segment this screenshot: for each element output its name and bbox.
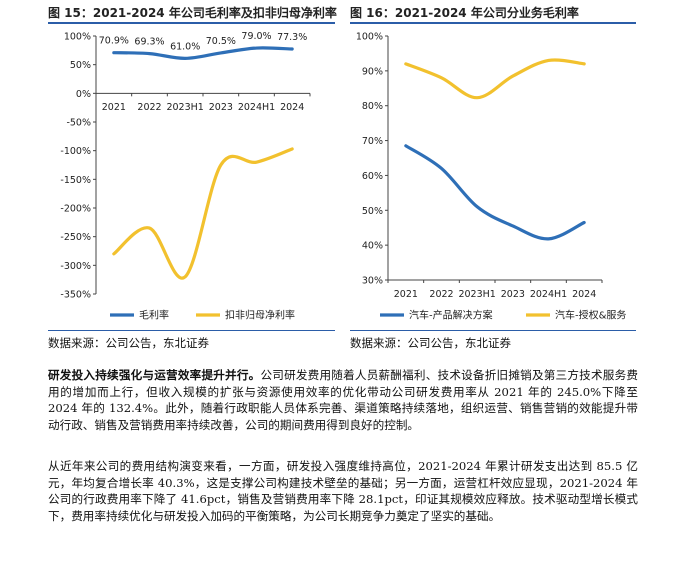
chart1-legend-label-1: 毛利率 (139, 309, 169, 322)
chart1-y-tick-label: -300% (60, 261, 91, 272)
paragraph-cost-structure: 从近年来公司的费用结构演变来看，一方面，研发投入强度维持高位，2021-2024… (48, 459, 638, 523)
figure2-title: 图 16：2021-2024 年公司分业务毛利率 (350, 6, 579, 20)
chart1-y-tick-label: -350% (60, 290, 91, 301)
chart1-x-tick-label: 2022 (137, 102, 161, 113)
chart1-margin-lines: 100% 50% 0% -50% -100% -150% -200% -250% -300% -3… (60, 31, 311, 322)
paragraph-lead: 研发投入持续强化与运营效率提升并行。 (48, 368, 261, 382)
chart1-y-tick-label: 50% (70, 60, 91, 71)
figure2-bottom-rule (350, 330, 636, 331)
chart1-y-tick-label: -100% (60, 146, 91, 157)
chart2-y-tick-label: 50% (362, 206, 383, 217)
chart1-data-label: 69.3% (134, 37, 164, 48)
chart2-segment-margins: 100% 90% 80% 70% 60% 50% 40% 30% 2021 2022 2023H1 2… (356, 32, 627, 322)
chart1-y-tick-label: -200% (60, 204, 91, 215)
figure1-title-rule (48, 22, 335, 24)
chart2-y-tick-label: 70% (362, 136, 383, 147)
chart1-y-tick-label: 0% (76, 89, 91, 100)
chart2-x-tick-label: 2023H1 (458, 289, 495, 300)
chart1-y-tick-label: 100% (64, 32, 91, 43)
chart2-y-tick-label: 60% (362, 171, 383, 182)
chart2-series-line-2 (404, 58, 586, 100)
chart1-x-tick-label: 2024H1 (238, 102, 275, 113)
figure2-title-rule (350, 22, 636, 24)
chart1-data-label: 79.0% (241, 31, 271, 42)
chart1-x-tick-label: 2021 (102, 102, 126, 113)
chart2-x-tick-label: 2023 (501, 289, 525, 300)
chart2-y-tick-label: 100% (356, 32, 383, 43)
chart1-data-label: 61.0% (170, 41, 200, 52)
chart2-legend-label-1: 汽车-产品解决方案 (409, 309, 493, 322)
chart2-legend-label-2: 汽车-授权&服务 (555, 309, 626, 322)
figure1-bottom-rule (48, 330, 335, 331)
chart1-series-line-2 (112, 147, 294, 280)
chart2-y-tick-label: 40% (362, 241, 383, 252)
chart1-y-tick-label: -150% (60, 175, 91, 186)
chart1-x-tick-label: 2023H1 (166, 102, 203, 113)
chart1-x-tick-label: 2024 (280, 102, 304, 113)
chart1-y-tick-label: -250% (60, 232, 91, 243)
chart1-x-tick-label: 2023 (209, 102, 233, 113)
figure1-title: 图 15：2021-2024 年公司毛利率及扣非归母净利率 (48, 6, 337, 20)
chart2-y-tick-label: 90% (362, 66, 383, 77)
figure1-source: 数据来源：公司公告，东北证券 (48, 336, 209, 350)
chart1-series-line-1 (112, 46, 294, 60)
paragraph-rd-efficiency: 研发投入持续强化与运营效率提升并行。公司研发费用随着人员薪酬福利、技术设备折旧摊… (48, 367, 638, 433)
chart2-y-tick-label: 80% (362, 101, 383, 112)
chart2-x-tick-label: 2024H1 (530, 289, 567, 300)
chart1-data-label: 70.5% (206, 36, 236, 47)
chart1-data-label: 70.9% (99, 36, 129, 47)
figure2-source: 数据来源：公司公告，东北证券 (350, 336, 511, 350)
chart2-x-tick-label: 2024 (572, 289, 596, 300)
paragraph-body: 公司研发费用随着人员薪酬福利、技术设备折旧摊销及第三方技术服务费用的增加而上行，… (48, 368, 638, 432)
chart1-data-label: 77.3% (277, 32, 307, 43)
chart1-legend-label-2: 扣非归母净利率 (225, 309, 295, 322)
chart2-x-tick-label: 2021 (394, 289, 418, 300)
chart2-x-tick-label: 2022 (429, 289, 453, 300)
chart2-y-tick-label: 30% (362, 276, 383, 287)
chart1-y-tick-label: -50% (66, 118, 91, 129)
chart2-series-line-1 (404, 144, 586, 241)
